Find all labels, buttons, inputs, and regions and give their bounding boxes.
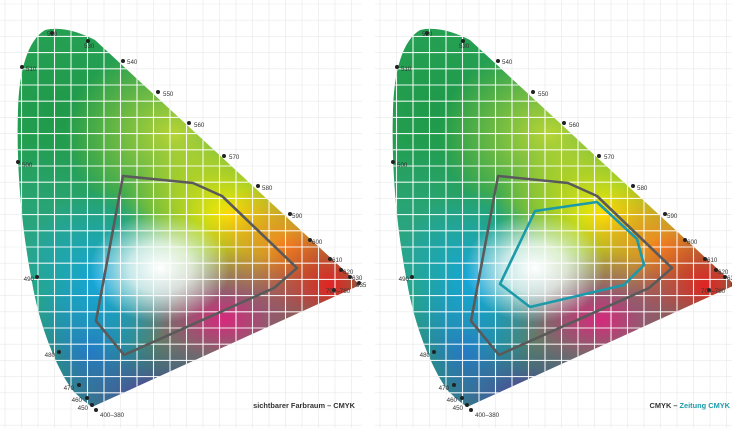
wavelength-label: 470 (439, 385, 450, 392)
wavelength-label: 590 (292, 213, 303, 220)
zeitung-cmyk-gamut-outline (498, 200, 646, 309)
wavelength-label: 510 (26, 66, 37, 73)
wavelength-marker (156, 90, 160, 94)
wavelength-marker (469, 408, 473, 412)
wavelength-marker (597, 154, 601, 158)
cmyk-gamut-outline (469, 174, 674, 357)
wavelength-label: 630 (727, 275, 732, 282)
wavelength-marker (357, 281, 361, 285)
wavelength-label: 480 (420, 352, 431, 359)
wavelength-label: 620 (343, 269, 354, 276)
wavelength-label: 600 (687, 239, 698, 246)
wavelength-label: 580 (637, 185, 648, 192)
wavelength-marker (461, 39, 465, 43)
wavelength-label: 630 (352, 275, 363, 282)
wavelength-marker (663, 212, 667, 216)
chromaticity-field (17, 28, 361, 407)
wavelength-label: 600 (312, 239, 323, 246)
wavelength-marker (308, 238, 312, 242)
wavelength-marker (460, 396, 464, 400)
wavelength-label: 590 (667, 213, 678, 220)
wavelength-marker (714, 268, 718, 272)
panel-2: 5205305405505605705805906006106206306357… (375, 0, 732, 428)
wavelength-marker (339, 268, 343, 272)
wavelength-marker (328, 257, 332, 261)
cmyk-gamut-outline (94, 174, 299, 357)
wavelength-label: 700–780 (701, 288, 726, 295)
wavelength-label: 450 (453, 405, 464, 412)
wavelength-marker (35, 275, 39, 279)
wavelength-label: 460 (72, 397, 83, 404)
wavelength-marker (723, 275, 727, 279)
wavelength-label: 530 (459, 43, 470, 50)
wavelength-label: 540 (502, 59, 513, 66)
wavelength-marker (86, 39, 90, 43)
wavelength-label: 520 (422, 31, 433, 38)
wavelength-marker (94, 408, 98, 412)
wavelength-marker (77, 383, 81, 387)
wavelength-label: 560 (194, 122, 205, 129)
wavelength-label: 400–380 (475, 412, 500, 419)
wavelength-label: 550 (163, 91, 174, 98)
wavelength-label: 400–380 (100, 412, 125, 419)
wavelength-marker (562, 121, 566, 125)
wavelength-label: 540 (127, 59, 138, 66)
wavelength-marker (425, 31, 429, 35)
wavelength-label: 635 (356, 282, 367, 289)
wavelength-marker (348, 275, 352, 279)
wavelength-label: 570 (604, 154, 615, 161)
wavelength-marker (452, 383, 456, 387)
wavelength-marker (222, 154, 226, 158)
wavelength-marker (531, 90, 535, 94)
wavelength-label: 520 (47, 31, 58, 38)
wavelength-label: 510 (401, 66, 412, 73)
caption-main: sichtbarer Farbraum – CMYK (253, 401, 356, 410)
wavelength-marker (256, 184, 260, 188)
wavelength-marker (187, 121, 191, 125)
wavelength-label: 550 (538, 91, 549, 98)
panel-caption: sichtbarer Farbraum – CMYK (253, 401, 356, 410)
wavelength-marker (707, 288, 711, 292)
wavelength-label: 490 (399, 276, 410, 283)
wavelength-label: 500 (22, 162, 33, 169)
wavelength-marker (391, 160, 395, 164)
wavelength-marker (465, 403, 469, 407)
caption-accent: Zeitung CMYK (680, 401, 731, 410)
wavelength-label: 610 (332, 257, 343, 264)
wavelength-label: 560 (569, 122, 580, 129)
wavelength-marker (683, 238, 687, 242)
wavelength-label: 460 (447, 397, 458, 404)
wavelength-marker (332, 288, 336, 292)
wavelength-marker (631, 184, 635, 188)
caption-main: CMYK – (650, 401, 680, 410)
wavelength-label: 570 (229, 154, 240, 161)
wavelength-marker (90, 403, 94, 407)
wavelength-label: 530 (84, 43, 95, 50)
wavelength-label: 610 (707, 257, 718, 264)
wavelength-marker (703, 257, 707, 261)
wavelength-marker (121, 59, 125, 63)
wavelength-marker (496, 59, 500, 63)
wavelength-label: 620 (718, 269, 729, 276)
wavelength-label: 580 (262, 185, 273, 192)
wavelength-marker (16, 160, 20, 164)
wavelength-label: 470 (64, 385, 75, 392)
wavelength-marker (20, 65, 24, 69)
wavelength-label: 500 (397, 162, 408, 169)
wavelength-label: 490 (24, 276, 35, 283)
wavelength-label: 700–780 (326, 288, 351, 295)
wavelength-marker (410, 275, 414, 279)
wavelength-label: 450 (78, 405, 89, 412)
wavelength-marker (85, 396, 89, 400)
wavelength-marker (57, 350, 61, 354)
panel-caption: CMYK – Zeitung CMYK (650, 401, 731, 410)
wavelength-marker (288, 212, 292, 216)
wavelength-marker (50, 31, 54, 35)
wavelength-marker (395, 65, 399, 69)
wavelength-label: 480 (45, 352, 56, 359)
wavelength-marker (432, 350, 436, 354)
